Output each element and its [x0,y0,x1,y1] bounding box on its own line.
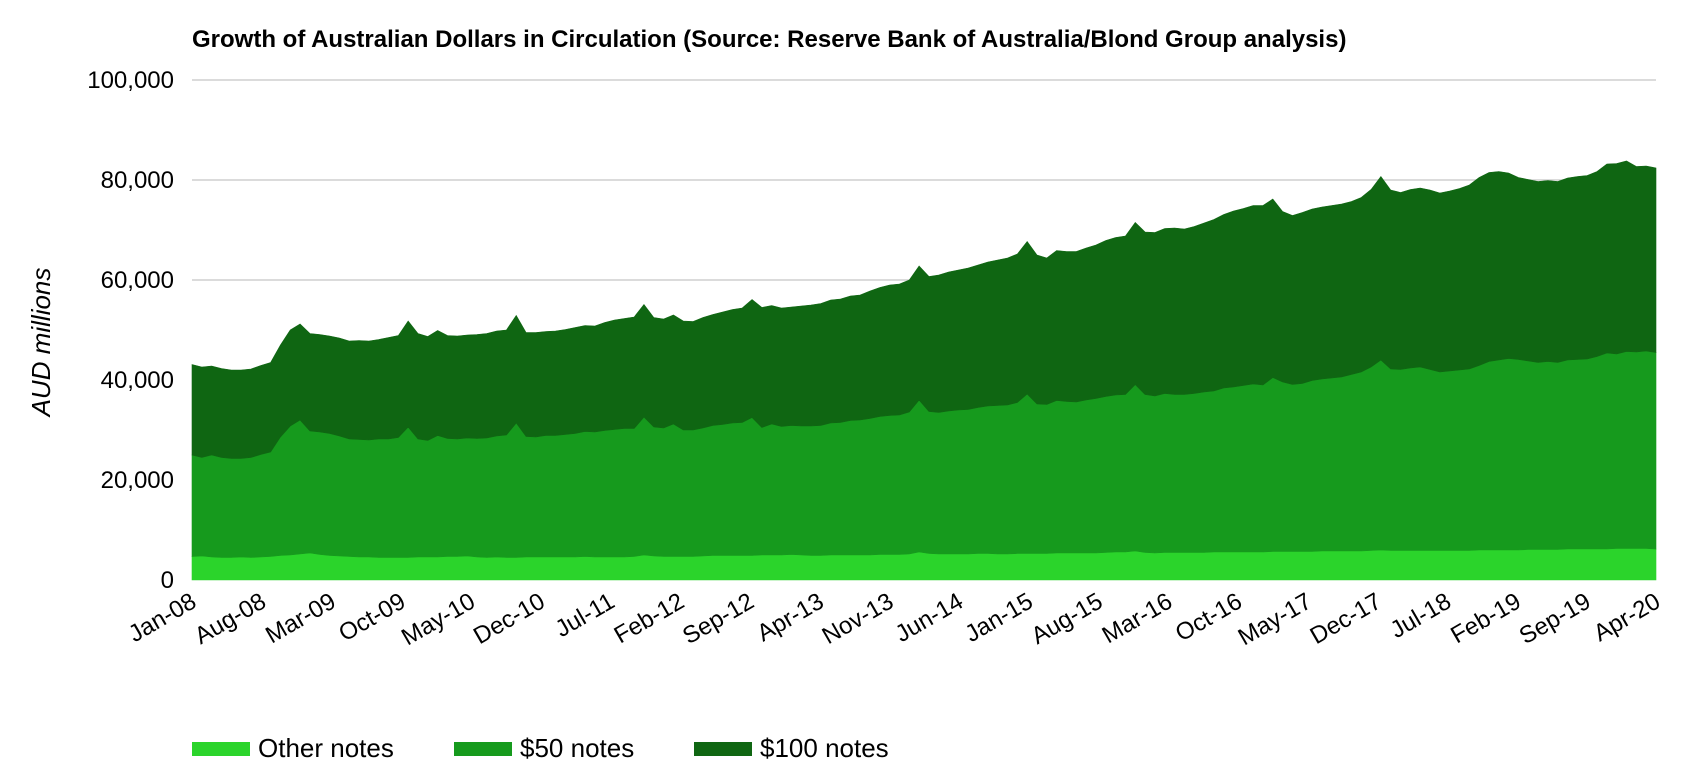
legend: Other notes $50 notes $100 notes [192,733,889,763]
y-tick-label: 80,000 [101,167,174,194]
x-tick-label: Aug-08 [190,588,271,650]
x-tick-label: Dec-17 [1306,588,1387,650]
y-axis-label: AUD millions [26,268,56,419]
x-tick-label: Mar-16 [1098,588,1177,649]
x-tick-label: Jul-11 [551,588,620,643]
x-tick-label: Feb-12 [610,588,689,649]
x-tick-label: May-10 [397,588,480,651]
chart-title: Growth of Australian Dollars in Circulat… [192,26,1346,53]
legend-swatch [694,742,752,756]
x-tick-label: Jul-18 [1386,588,1456,644]
legend-label: Other notes [258,733,394,763]
x-tick-label: Oct-16 [1171,588,1247,647]
y-tick-label: 40,000 [101,367,174,394]
legend-swatch [192,742,250,756]
x-tick-label: Jun-14 [891,588,968,648]
x-tick-label: Sep-12 [678,588,759,650]
x-tick-label: Jan-08 [124,588,201,648]
x-tick-label: Apr-13 [753,588,829,647]
x-tick-label: Feb-19 [1446,588,1525,649]
x-tick-label: Oct-09 [334,588,410,647]
area-series-100-notes [191,160,1657,459]
x-tick-label: Jan-15 [961,588,1038,648]
x-tick-label: May-17 [1234,588,1317,651]
area-series-group [191,160,1657,581]
y-tick-label: 100,000 [87,67,174,94]
x-tick-label: Mar-09 [261,588,340,649]
x-tick-label: Sep-19 [1515,588,1596,650]
y-tick-label: 0 [161,567,174,594]
x-tick-label: Apr-20 [1589,588,1665,647]
legend-label: $100 notes [760,733,889,763]
y-tick-labels: 0 20,000 40,000 60,000 80,000 100,000 [87,67,174,594]
y-tick-label: 20,000 [101,467,174,494]
y-tick-label: 60,000 [101,267,174,294]
legend-label: $50 notes [520,733,634,763]
x-tick-label: Aug-15 [1027,588,1108,650]
x-tick-label: Dec-10 [469,588,550,650]
legend-swatch [454,742,512,756]
x-tick-label: Nov-13 [818,588,899,650]
